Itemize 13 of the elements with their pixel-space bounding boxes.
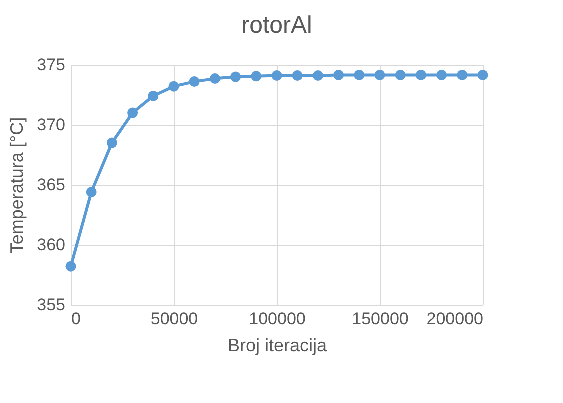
x-tick-label: 200000 bbox=[426, 310, 484, 328]
x-tick-label: 100000 bbox=[249, 310, 306, 328]
x-tick-label: 0 bbox=[72, 310, 81, 328]
y-tick-label: 370 bbox=[37, 116, 66, 134]
y-tick-label: 355 bbox=[37, 296, 66, 314]
y-axis-title: Temperatura [°C] bbox=[7, 117, 28, 254]
y-tick-label: 360 bbox=[37, 236, 66, 254]
x-tick-label: 50000 bbox=[150, 310, 198, 328]
x-tick-label: 150000 bbox=[352, 310, 409, 328]
x-axis-title: Broj iteracija bbox=[228, 336, 328, 356]
y-tick-label: 365 bbox=[37, 176, 66, 194]
y-tick-label: 375 bbox=[37, 56, 66, 74]
chart-title: rotorAl bbox=[242, 12, 312, 39]
